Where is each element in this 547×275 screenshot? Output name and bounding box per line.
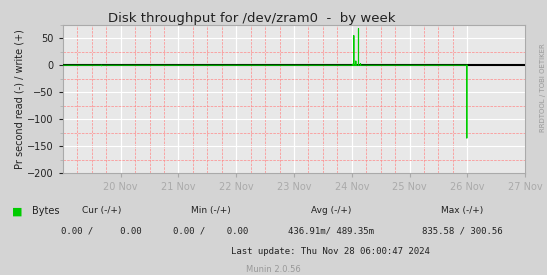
Text: Cur (-/+): Cur (-/+) <box>82 206 121 215</box>
Text: 436.91m/ 489.35m: 436.91m/ 489.35m <box>288 227 374 236</box>
Text: ■: ■ <box>12 206 22 216</box>
Text: Max (-/+): Max (-/+) <box>441 206 484 215</box>
Y-axis label: Pr second read (-) / write (+): Pr second read (-) / write (+) <box>14 29 25 169</box>
Text: 835.58 / 300.56: 835.58 / 300.56 <box>422 227 503 236</box>
Text: Avg (-/+): Avg (-/+) <box>311 206 351 215</box>
Text: Last update: Thu Nov 28 06:00:47 2024: Last update: Thu Nov 28 06:00:47 2024 <box>231 248 430 257</box>
Text: 0.00 /    0.00: 0.00 / 0.00 <box>173 227 248 236</box>
Text: Disk throughput for /dev/zram0  -  by week: Disk throughput for /dev/zram0 - by week <box>108 12 395 25</box>
Text: 0.00 /     0.00: 0.00 / 0.00 <box>61 227 142 236</box>
Text: Munin 2.0.56: Munin 2.0.56 <box>246 265 301 274</box>
Text: Bytes: Bytes <box>32 206 59 216</box>
Text: Min (-/+): Min (-/+) <box>191 206 230 215</box>
Text: RRDTOOL / TOBI OETIKER: RRDTOOL / TOBI OETIKER <box>540 44 546 132</box>
